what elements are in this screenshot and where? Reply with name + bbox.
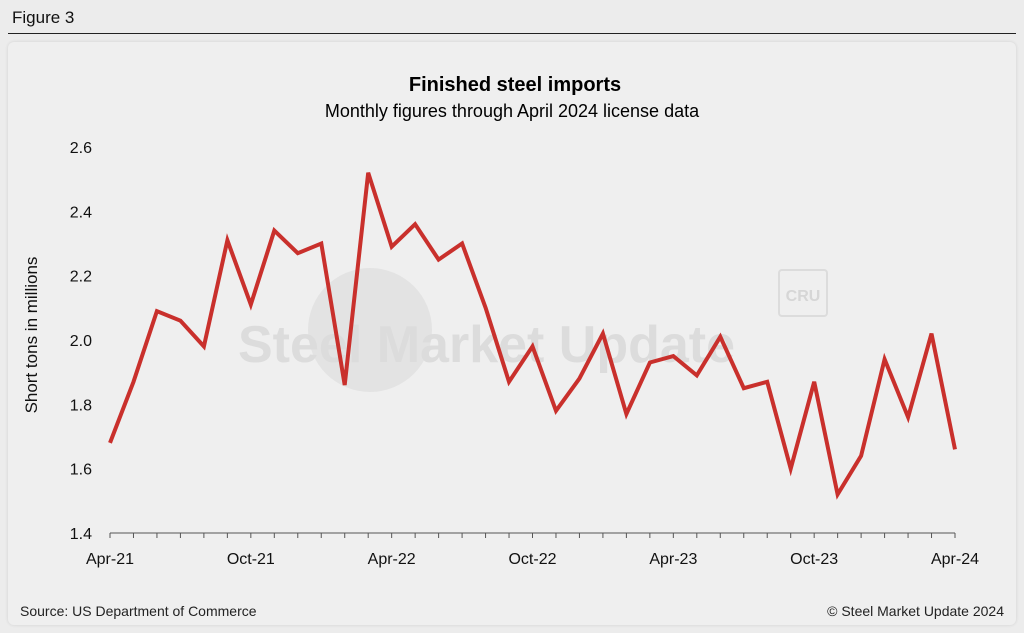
watermark-badge: CRU xyxy=(786,288,821,305)
y-tick-label: 1.8 xyxy=(70,397,92,414)
chart-title: Finished steel imports xyxy=(409,74,621,96)
chart-panel xyxy=(8,42,1016,625)
figure-label: Figure 3 xyxy=(12,8,75,27)
watermark-badge-box xyxy=(778,269,828,317)
x-tick-label: Oct-23 xyxy=(790,551,838,568)
series-line xyxy=(108,172,957,500)
x-tick-label: Oct-22 xyxy=(508,551,556,568)
x-tick-label: Apr-23 xyxy=(649,551,697,568)
x-axis: Apr-21 Oct-21 Apr-22 Oct-22 Apr-23 Oct-23 Apr-… xyxy=(86,532,979,568)
x-tick-label: Oct-21 xyxy=(227,551,275,568)
y-tick-label: 1.6 xyxy=(70,462,92,479)
y-axis-ticks: 1.4 1.6 1.8 2.0 2.2 2.4 2.6 xyxy=(70,140,92,543)
chart-subtitle: Monthly figures through April 2024 licen… xyxy=(325,101,700,121)
figure-divider xyxy=(8,33,1016,34)
x-tick-label: Apr-24 xyxy=(931,551,979,568)
copyright-note: © Steel Market Update 2024 xyxy=(827,603,1004,619)
y-tick-label: 2.6 xyxy=(70,140,92,157)
y-axis-label: Short tons in millions xyxy=(22,257,41,414)
source-note: Source: US Department of Commerce xyxy=(20,603,257,619)
x-tick-label: Apr-21 xyxy=(86,551,134,568)
y-tick-label: 2.4 xyxy=(70,204,92,221)
y-tick-label: 2.2 xyxy=(70,269,92,286)
series-layer xyxy=(108,172,957,500)
y-tick-label: 2.0 xyxy=(70,333,92,350)
y-tick-label: 1.4 xyxy=(70,526,92,543)
x-tick-label: Apr-22 xyxy=(368,551,416,568)
watermark-text: Steel Market Update xyxy=(238,316,735,374)
